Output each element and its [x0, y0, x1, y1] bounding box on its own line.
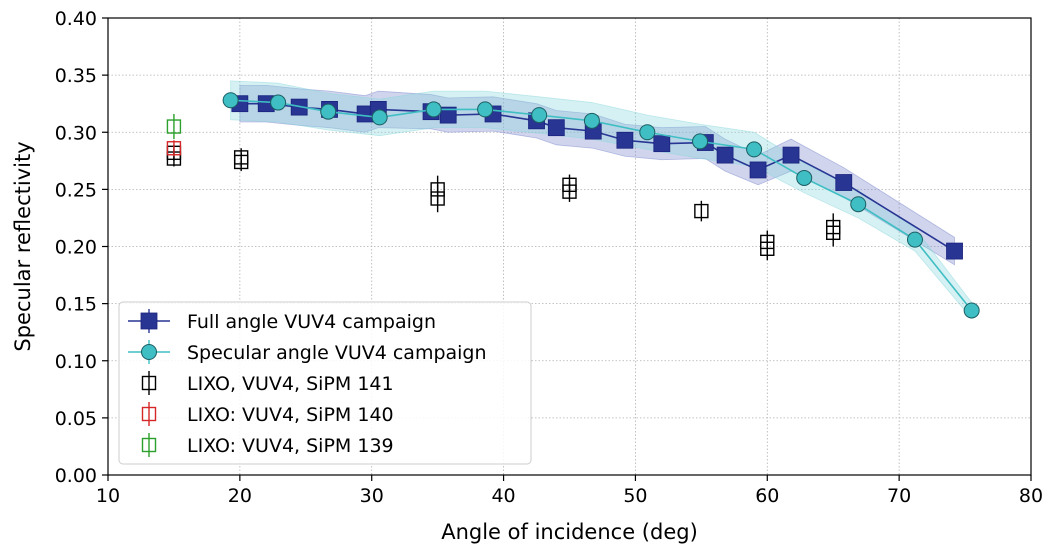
y-axis-title: Specular reflectivity — [11, 141, 35, 351]
data-point — [749, 161, 767, 179]
x-tick-label: 20 — [228, 485, 252, 507]
x-tick-label: 30 — [360, 485, 384, 507]
legend-marker — [141, 406, 157, 422]
data-point — [425, 101, 442, 118]
data-point — [439, 106, 457, 124]
x-tick-label: 60 — [755, 485, 779, 507]
data-point — [430, 191, 445, 206]
y-tick-label: 0.00 — [55, 465, 97, 487]
legend-marker — [140, 312, 158, 330]
x-tick-label: 70 — [887, 485, 911, 507]
series — [222, 92, 980, 319]
data-point — [477, 101, 494, 118]
y-tick-label: 0.10 — [55, 351, 97, 373]
data-point — [562, 184, 577, 199]
x-tick-label: 10 — [96, 485, 120, 507]
data-point — [166, 141, 182, 156]
data-point — [716, 146, 734, 164]
y-tick-label: 0.05 — [55, 408, 97, 430]
x-tick-label: 40 — [491, 485, 515, 507]
data-point — [796, 169, 813, 186]
legend-box — [118, 301, 532, 465]
data-point — [760, 241, 775, 256]
legend: Full angle VUV4 campaign Specular angle V… — [118, 301, 532, 465]
data-point — [782, 146, 800, 164]
x-axis-title: Angle of incidence (deg) — [441, 520, 698, 544]
data-point — [270, 94, 287, 111]
legend-label: Full angle VUV4 campaign — [187, 311, 436, 333]
legend-label: LIXO: VUV4, SiPM 140 — [187, 404, 394, 426]
series — [166, 144, 841, 261]
data-point — [547, 119, 565, 137]
data-point — [639, 124, 656, 141]
legend-marker — [141, 344, 157, 360]
x-tick-label: 80 — [1019, 485, 1043, 507]
series — [166, 140, 182, 157]
legend-label: Specular angle VUV4 campaign — [187, 342, 487, 364]
y-tick-label: 0.15 — [55, 294, 97, 316]
data-point — [233, 150, 249, 165]
series — [166, 113, 182, 140]
y-tick-label: 0.40 — [55, 8, 97, 30]
data-point — [371, 109, 388, 126]
data-point — [531, 107, 548, 124]
data-point — [583, 112, 600, 129]
data-point — [835, 174, 853, 191]
data-point — [653, 135, 671, 153]
axis-ticks: 10 20 30 40 50 60 70 80 0.00 0.05 0.10 0.15 0.20 0.25… — [55, 8, 1043, 507]
data-point — [694, 203, 709, 219]
data-point — [222, 92, 239, 109]
data-point — [616, 131, 634, 149]
y-tick-label: 0.25 — [55, 179, 97, 201]
data-point — [166, 119, 182, 134]
x-tick-label: 50 — [623, 485, 647, 507]
series-layer — [166, 92, 980, 319]
data-point — [746, 141, 763, 158]
y-tick-label: 0.20 — [55, 237, 97, 259]
data-point — [850, 196, 867, 213]
y-tick-label: 0.35 — [55, 65, 97, 87]
data-point — [320, 103, 337, 120]
data-point — [963, 302, 980, 319]
data-point — [946, 242, 963, 260]
legend-marker — [141, 437, 157, 453]
legend-label: LIXO, VUV4, SiPM 141 — [187, 373, 394, 395]
data-point — [692, 133, 709, 150]
legend-marker — [141, 375, 157, 391]
legend-label: LIXO: VUV4, SiPM 139 — [187, 435, 394, 457]
data-point — [826, 225, 841, 240]
data-point — [906, 231, 923, 248]
y-tick-label: 0.30 — [55, 122, 97, 144]
